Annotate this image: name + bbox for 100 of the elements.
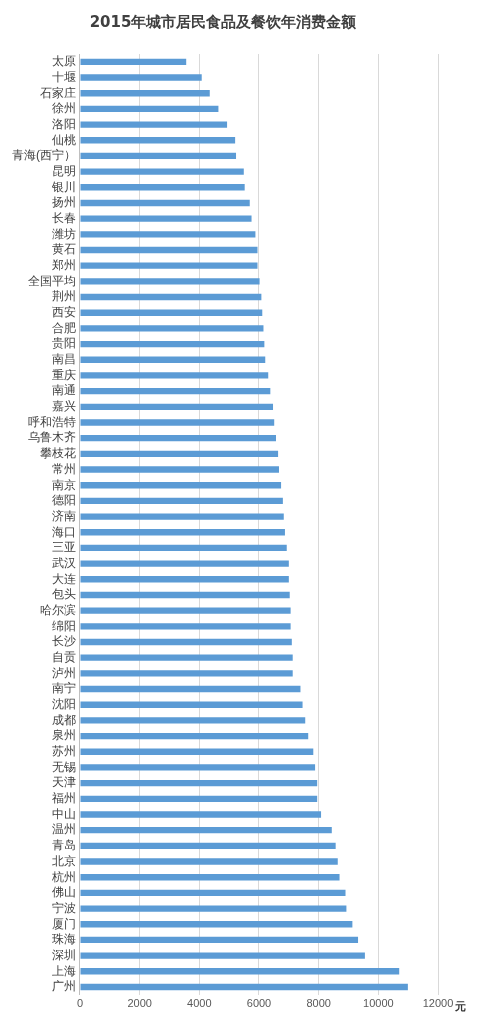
y-tick-label: 泉州	[52, 728, 76, 743]
bar	[80, 921, 353, 928]
y-tick-label: 长春	[52, 210, 76, 225]
bar	[80, 90, 210, 97]
y-tick-label: 西安	[52, 305, 76, 320]
x-tick-label: 8000	[306, 997, 331, 1010]
y-tick-label: 南京	[52, 477, 76, 492]
bar	[80, 215, 252, 222]
y-tick-label: 深圳	[52, 947, 76, 962]
y-tick-label: 海口	[52, 524, 76, 539]
bar	[80, 529, 285, 536]
bar	[80, 293, 262, 301]
y-tick-label: 北京	[52, 853, 76, 868]
y-tick-label: 哈尔滨	[40, 602, 76, 617]
bar	[80, 325, 264, 332]
y-tick-label: 福州	[52, 791, 76, 806]
bar	[80, 842, 336, 850]
bar	[80, 199, 250, 207]
bar	[80, 795, 318, 802]
bar	[80, 309, 263, 316]
bar	[80, 168, 244, 175]
bar	[80, 826, 332, 834]
bar	[80, 638, 292, 646]
y-tick-label: 青岛	[52, 838, 76, 853]
chart-title: 2015年城市居民食品及餐饮年消费金额	[89, 12, 358, 31]
y-tick-label: 泸州	[52, 665, 76, 680]
x-tick-label: 12000	[422, 997, 454, 1010]
bar	[80, 184, 245, 191]
y-tick-label: 贵阳	[52, 336, 76, 351]
bar	[80, 764, 316, 771]
y-tick-label: 南通	[52, 383, 76, 398]
y-tick-label: 乌鲁木齐	[28, 430, 76, 445]
x-tick-label: 0	[76, 997, 84, 1010]
bar	[80, 340, 265, 348]
y-tick-label: 长沙	[52, 634, 76, 649]
bar	[80, 748, 314, 755]
x-tick-label: 6000	[246, 997, 272, 1010]
y-tick-label: 宁波	[52, 900, 76, 915]
y-tick-label: 呼和浩特	[28, 414, 76, 429]
x-tick-label: 10000	[363, 997, 394, 1010]
bar	[80, 874, 340, 881]
bar	[80, 121, 228, 128]
y-tick-label: 厦门	[52, 916, 76, 931]
bar	[80, 58, 187, 66]
bar	[80, 889, 346, 897]
bar	[80, 152, 237, 160]
bar	[80, 466, 279, 473]
bar	[80, 623, 291, 630]
y-tick-label: 自贡	[52, 649, 76, 664]
y-tick-label: 黄石	[52, 242, 76, 257]
bar	[80, 497, 283, 505]
y-tick-label: 武汉	[52, 555, 76, 570]
y-tick-label: 大连	[52, 571, 76, 586]
y-tick-label: 洛阳	[52, 116, 76, 131]
y-tick-label: 中山	[52, 806, 76, 821]
y-tick-label: 沈阳	[52, 697, 76, 712]
y-tick-label: 包头	[52, 587, 76, 602]
y-tick-label: 济南	[52, 508, 76, 523]
bar	[80, 372, 269, 379]
bar	[80, 513, 284, 520]
y-tick-label: 南宁	[52, 681, 76, 696]
bar	[80, 246, 258, 254]
y-tick-label: 潍坊	[52, 226, 76, 241]
y-tick-label: 珠海	[52, 932, 76, 947]
bar	[80, 701, 303, 708]
x-tick-label: 4000	[187, 997, 212, 1010]
y-tick-label: 无锡	[52, 759, 76, 774]
bar	[80, 262, 258, 269]
y-tick-label: 常州	[52, 461, 76, 476]
bar	[80, 231, 256, 238]
bar	[80, 576, 289, 583]
x-tick-label: 2000	[127, 997, 152, 1010]
y-tick-label: 上海	[52, 963, 76, 978]
y-tick-label: 南昌	[52, 352, 76, 367]
bar	[80, 591, 290, 599]
y-tick-label: 郑州	[52, 257, 76, 272]
bar	[80, 137, 236, 144]
bar	[80, 105, 219, 113]
y-tick-label: 三亚	[52, 540, 76, 555]
bar	[80, 983, 408, 991]
y-tick-label: 德阳	[52, 493, 76, 508]
bar	[80, 858, 338, 865]
y-tick-label: 扬州	[52, 195, 76, 210]
y-tick-label: 成都	[52, 712, 76, 727]
y-tick-label: 佛山	[52, 885, 76, 900]
bar	[80, 685, 301, 693]
y-tick-label: 杭州	[51, 869, 76, 884]
y-tick-label: 全国平均	[28, 273, 76, 288]
y-tick-label: 重庆	[52, 367, 76, 382]
y-tick-label: 天津	[52, 775, 76, 790]
y-tick-label: 嘉兴	[52, 399, 76, 414]
bar	[80, 419, 275, 426]
bar	[80, 387, 271, 395]
bar	[80, 560, 289, 567]
y-tick-label: 太原	[52, 54, 76, 69]
y-tick-label: 昆明	[52, 163, 76, 178]
bar	[80, 403, 274, 410]
y-tick-label: 攀枝花	[40, 446, 76, 461]
bar	[80, 74, 202, 81]
y-tick-label: 广州	[52, 979, 76, 994]
